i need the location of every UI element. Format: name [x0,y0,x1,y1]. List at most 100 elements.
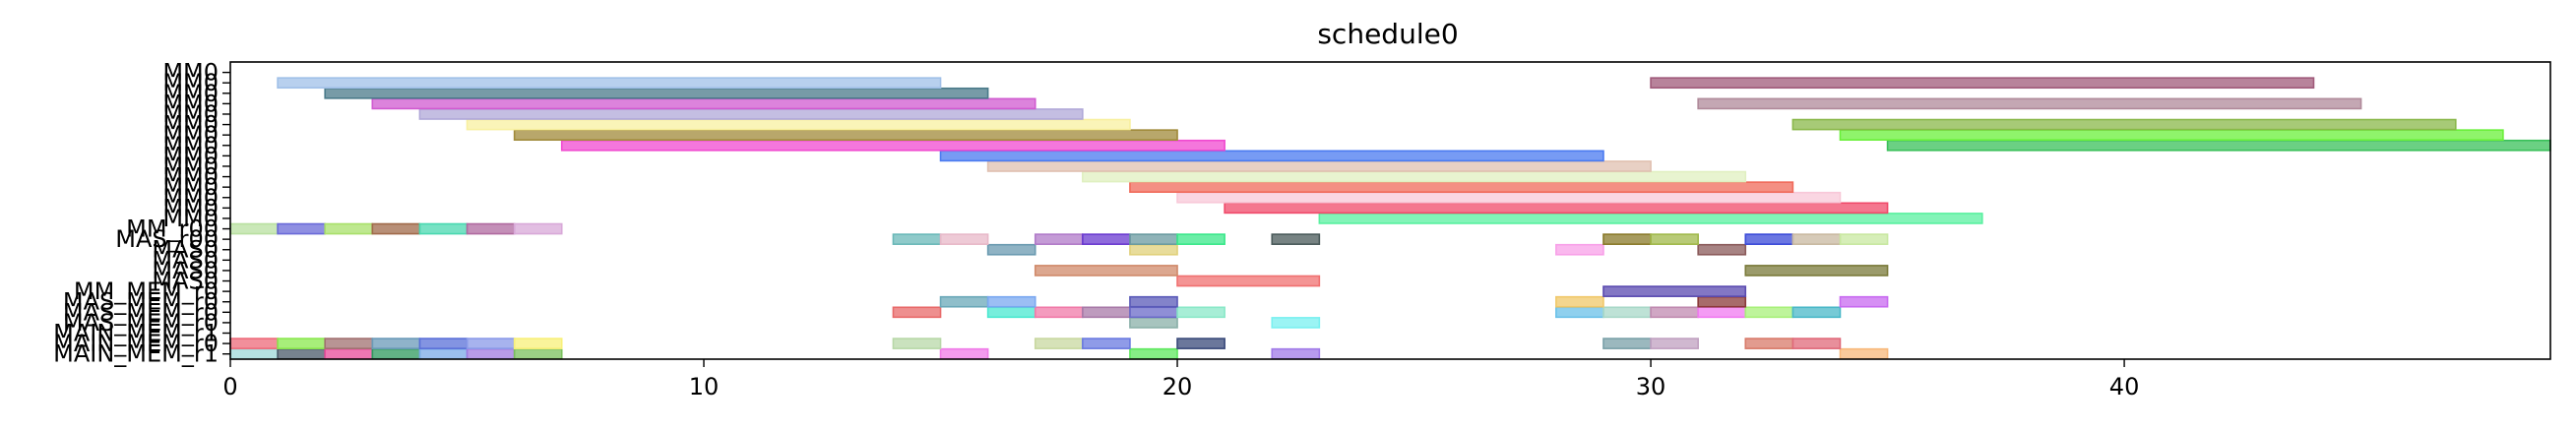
task-bar [466,118,1131,131]
task-bar [371,97,1037,110]
task-bar [1650,338,1699,349]
y-tick-label: MM0 [162,80,219,107]
task-bar [324,222,374,235]
task-bar [1555,295,1604,308]
task-bar [560,139,1225,152]
y-tick-label: MM0 [162,153,219,180]
task-bar [1129,181,1794,193]
task-bar [1271,317,1321,329]
x-tick-label: 20 [1162,373,1193,400]
y-tick-label: MM0 [162,184,219,212]
y-tick-label: MM0 [162,59,219,87]
y-tick-label: MM_r00 [126,216,219,243]
task-bar [277,338,327,349]
task-bar [1034,338,1084,349]
task-bar [986,306,1037,319]
task-bar [513,222,563,235]
task-bar [1839,347,1889,360]
task-bar [371,222,421,235]
task-bar [1602,306,1652,319]
y-tick-label: MM0 [162,173,219,201]
task-bar [371,347,421,360]
task-bar [1791,306,1842,319]
task-bar [1697,306,1747,319]
task-bar [1650,233,1699,245]
task-bar [939,233,989,245]
task-bar [939,295,989,308]
task-bar [1839,233,1889,245]
y-tick-label: MM0 [162,194,219,221]
task-bar [466,347,516,360]
y-tick-label: MM0 [162,121,219,149]
task-bar [1602,233,1652,245]
y-tick-label: MM0 [162,90,219,117]
y-tick-label: MAIN_MEM_r1 [53,340,219,368]
task-bar [1744,306,1794,319]
x-axis: 0 10 20 30 40 [222,359,2139,400]
task-bar [513,129,1178,142]
x-tick-label: 40 [2109,373,2140,400]
y-tick-label: MM0 [162,142,219,169]
task-bars [229,77,2551,360]
task-bar [892,338,942,349]
y-tick-label: MAIN_MEM_r1 [53,320,219,347]
task-bar [1839,295,1889,308]
task-bar [1034,233,1084,245]
task-bar [1082,233,1131,245]
y-tick-label: MAS_MEM_r0 [63,288,219,316]
task-bar [466,338,516,349]
plot-frame [229,61,2551,360]
task-bar [1129,233,1178,245]
y-tick-label: MAS0 [152,268,219,295]
x-tick-label: 0 [222,373,237,400]
task-bar [1129,347,1178,360]
task-bar [1082,306,1131,319]
x-tick-label: 10 [689,373,720,400]
task-bar [418,108,1084,120]
task-bar [418,338,469,349]
task-bar [1555,306,1604,319]
task-bar [1744,233,1794,245]
task-bar [1697,97,2362,110]
task-bar [1744,338,1794,349]
task-bar [1271,347,1321,360]
task-bar [1129,317,1178,329]
task-bar [229,338,279,349]
task-bar [1176,275,1321,287]
task-bar [1650,77,2315,90]
task-bar [1129,295,1178,308]
task-bar [513,347,563,360]
task-bar [1744,265,1889,277]
y-tick-label: MM0 [162,69,219,96]
task-bar [324,347,374,360]
y-tick-label: MAS_r00 [115,225,219,253]
y-tick-label: MAS_MEM_r0 [63,309,219,337]
y-tick-label: MM0 [162,132,219,159]
y-tick-label: MAS0 [152,257,219,284]
task-bar [1791,233,1842,245]
task-bar [1318,213,1983,224]
task-bar [277,222,327,235]
task-bar [466,222,516,235]
task-bar [1839,129,2504,142]
task-bar [1129,306,1178,319]
task-bar [986,295,1037,308]
y-tick-label: MAS0 [152,236,219,264]
task-bar [1602,285,1747,297]
chart-title: schedule0 [1317,18,1458,50]
task-bar [892,306,942,319]
task-bar [418,222,469,235]
task-bar [229,347,279,360]
task-bar [1224,202,1889,215]
task-bar [939,347,989,360]
task-bar [1176,233,1225,245]
y-tick-label: MAS0 [152,246,219,274]
y-tick-label: MAS_MEM_r0 [63,298,219,326]
task-bar [1697,295,1747,308]
y-tick-label: MM0 [162,111,219,139]
task-bar [229,222,279,235]
task-bar [986,160,1652,172]
task-bar [1034,265,1178,277]
task-bar [324,338,374,349]
